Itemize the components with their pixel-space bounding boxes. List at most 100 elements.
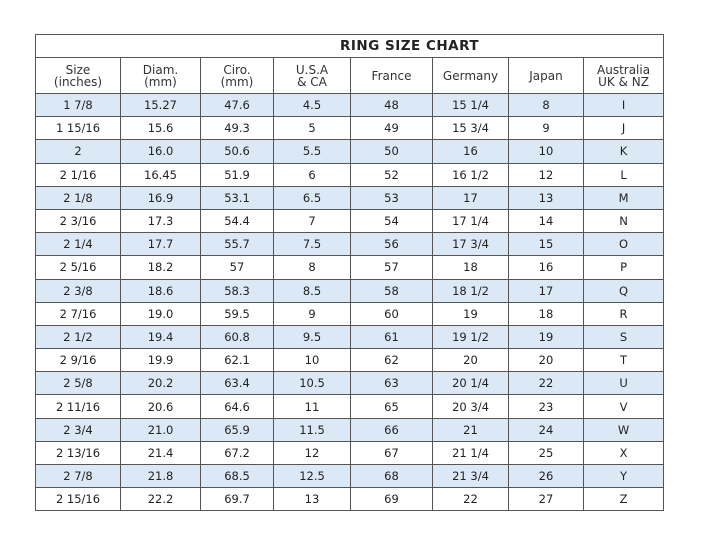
column-header-size-inches: Size (inches) <box>35 57 121 94</box>
table-row: 2 5/16 18.2 57 8 57 18 16 P <box>35 255 665 280</box>
cell-size-inches: 2 15/16 <box>35 487 121 512</box>
table-row: 2 3/8 18.6 58.3 8.5 58 18 1/2 17 Q <box>35 278 665 303</box>
cell-circumference-mm: 69.7 <box>200 487 274 512</box>
cell-circumference-mm: 59.5 <box>200 301 274 326</box>
cell-germany: 20 <box>432 348 509 373</box>
cell-australia-uk-nz: V <box>582 394 665 419</box>
cell-france: 65 <box>350 394 433 419</box>
cell-japan: 26 <box>508 463 584 489</box>
cell-australia-uk-nz: I <box>582 92 665 118</box>
cell-size-inches: 2 <box>35 139 121 164</box>
cell-diameter-mm: 21.4 <box>120 440 201 466</box>
cell-france: 61 <box>350 324 433 350</box>
cell-germany: 20 3/4 <box>432 394 509 419</box>
cell-size-inches: 2 5/16 <box>35 255 121 280</box>
cell-germany: 22 <box>432 487 509 512</box>
cell-circumference-mm: 65.9 <box>200 417 274 442</box>
cell-france: 68 <box>350 463 433 489</box>
cell-japan: 18 <box>508 301 584 326</box>
chart-title: RING SIZE CHART <box>34 34 665 58</box>
cell-size-inches: 2 9/16 <box>35 348 121 373</box>
cell-usa-ca: 6.5 <box>273 185 351 210</box>
table-row: 1 15/16 15.6 49.3 5 49 15 3/4 9 J <box>35 116 665 141</box>
cell-germany: 18 <box>432 255 509 280</box>
cell-germany: 18 1/2 <box>432 278 509 303</box>
cell-diameter-mm: 21.8 <box>120 463 201 489</box>
cell-japan: 17 <box>508 278 584 303</box>
cell-france: 54 <box>350 208 433 234</box>
cell-diameter-mm: 19.0 <box>120 301 201 326</box>
cell-japan: 10 <box>508 139 584 164</box>
table-row: 2 7/16 19.0 59.5 9 60 19 18 R <box>35 301 665 326</box>
cell-germany: 17 <box>432 185 509 210</box>
column-header-usa-ca: U.S.A & CA <box>273 57 351 94</box>
cell-germany: 21 3/4 <box>432 463 509 489</box>
cell-usa-ca: 13 <box>273 487 351 512</box>
cell-circumference-mm: 57 <box>200 255 274 280</box>
cell-circumference-mm: 53.1 <box>200 185 274 210</box>
cell-usa-ca: 10 <box>273 348 351 373</box>
cell-usa-ca: 10.5 <box>273 371 351 396</box>
cell-usa-ca: 6 <box>273 162 351 187</box>
column-header-france: France <box>350 57 433 94</box>
cell-size-inches: 2 11/16 <box>35 394 121 419</box>
cell-usa-ca: 11.5 <box>273 417 351 442</box>
column-header-germany: Germany <box>432 57 509 94</box>
column-header-line: UK & NZ <box>598 74 649 89</box>
cell-diameter-mm: 16.0 <box>120 139 201 164</box>
cell-germany: 19 <box>432 301 509 326</box>
cell-japan: 20 <box>508 348 584 373</box>
cell-diameter-mm: 15.6 <box>120 116 201 141</box>
cell-germany: 21 <box>432 417 509 442</box>
cell-size-inches: 2 7/8 <box>35 463 121 489</box>
cell-circumference-mm: 49.3 <box>200 116 274 141</box>
cell-diameter-mm: 20.2 <box>120 371 201 396</box>
cell-diameter-mm: 17.3 <box>120 208 201 234</box>
cell-usa-ca: 8.5 <box>273 278 351 303</box>
cell-australia-uk-nz: Y <box>582 463 665 489</box>
cell-france: 58 <box>350 278 433 303</box>
cell-size-inches: 1 15/16 <box>35 116 121 141</box>
cell-diameter-mm: 18.2 <box>120 255 201 280</box>
cell-circumference-mm: 67.2 <box>200 440 274 466</box>
column-header-line: Japan <box>529 68 563 83</box>
column-header-line: Germany <box>442 68 499 83</box>
table-row: 2 1/8 16.9 53.1 6.5 53 17 13 M <box>35 185 665 210</box>
cell-size-inches: 2 1/16 <box>35 162 121 187</box>
cell-japan: 27 <box>508 487 584 512</box>
cell-australia-uk-nz: P <box>582 255 665 280</box>
cell-diameter-mm: 19.9 <box>120 348 201 373</box>
table-row: 2 11/16 20.6 64.6 11 65 20 3/4 23 V <box>35 394 665 419</box>
table-row: 2 3/16 17.3 54.4 7 54 17 1/4 14 N <box>35 208 665 234</box>
cell-size-inches: 2 3/8 <box>35 278 121 303</box>
cell-japan: 25 <box>508 440 584 466</box>
cell-circumference-mm: 63.4 <box>200 371 274 396</box>
cell-circumference-mm: 55.7 <box>200 232 274 257</box>
cell-germany: 16 <box>432 139 509 164</box>
column-header-line: Australia <box>597 62 651 77</box>
cell-circumference-mm: 68.5 <box>200 463 274 489</box>
cell-australia-uk-nz: Z <box>582 487 665 512</box>
cell-france: 62 <box>350 348 433 373</box>
cell-circumference-mm: 47.6 <box>200 92 274 118</box>
cell-japan: 15 <box>508 232 584 257</box>
cell-australia-uk-nz: N <box>582 208 665 234</box>
cell-usa-ca: 9.5 <box>273 324 351 350</box>
cell-diameter-mm: 15.27 <box>120 92 201 118</box>
table-row: 2 1/2 19.4 60.8 9.5 61 19 1/2 19 S <box>35 324 665 350</box>
column-header-line: Size <box>65 62 91 77</box>
cell-diameter-mm: 16.9 <box>120 185 201 210</box>
cell-australia-uk-nz: J <box>582 116 665 141</box>
ring-size-table: RING SIZE CHART Size (inches) Diam. (mm) Cir… <box>34 34 665 512</box>
cell-size-inches: 2 5/8 <box>35 371 121 396</box>
cell-japan: 24 <box>508 417 584 442</box>
cell-circumference-mm: 64.6 <box>200 394 274 419</box>
cell-japan: 9 <box>508 116 584 141</box>
cell-size-inches: 2 1/4 <box>35 232 121 257</box>
column-header-japan: Japan <box>508 57 584 94</box>
cell-circumference-mm: 62.1 <box>200 348 274 373</box>
cell-australia-uk-nz: W <box>582 417 665 442</box>
header-row: Size (inches) Diam. (mm) Ciro. (mm) U.S.A & CA F… <box>35 57 665 94</box>
cell-japan: 14 <box>508 208 584 234</box>
column-header-line: U.S.A <box>295 62 329 77</box>
